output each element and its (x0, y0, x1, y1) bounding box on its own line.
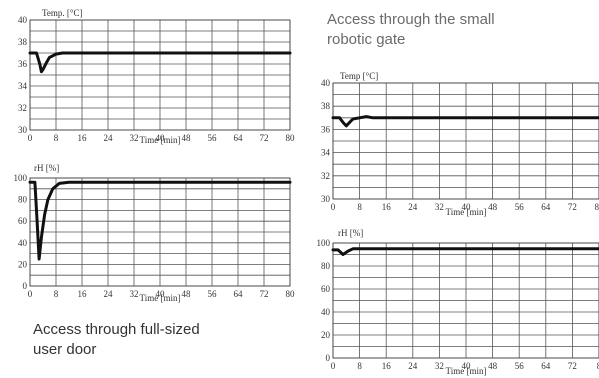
x-tick-label: 64 (234, 133, 244, 143)
y-axis-title: rH [%] (34, 163, 59, 173)
chart-rh-door: 0 20 40 60 80 100 0 8 16 24 32 40 48 56 64 72 80 rH [%] Ti… (14, 163, 296, 303)
x-tick-label: 32 (130, 133, 139, 143)
chart-temp-gate: 30 32 34 36 38 40 0 8 16 24 32 40 48 56 64 72 80 Temp [°C… (321, 71, 599, 217)
x-tick-label: 16 (78, 289, 88, 299)
x-tick-label: 80 (286, 133, 296, 143)
plot-frame (332, 242, 599, 359)
x-axis-title: Time [min] (446, 366, 487, 376)
x-tick-label: 48 (488, 361, 498, 371)
series-line-rh-gate (331, 247, 599, 256)
x-tick-label: 48 (488, 202, 498, 212)
x-tick-label: 24 (408, 202, 418, 212)
series-line-temp-door (28, 51, 292, 74)
y-tick-label: 60 (321, 284, 331, 294)
plot-frame (29, 177, 291, 287)
x-tick-label: 48 (182, 133, 192, 143)
x-tick-label: 32 (435, 202, 444, 212)
x-tick-label: 0 (331, 361, 336, 371)
x-tick-label: 8 (597, 361, 599, 371)
x-tick-label: 72 (568, 361, 577, 371)
y-tick-label: 40 (18, 238, 28, 248)
x-tick-label: 40 (156, 133, 166, 143)
y-tick-label: 80 (18, 195, 28, 205)
y-tick-label: 40 (321, 307, 331, 317)
x-tick-label: 56 (515, 202, 525, 212)
x-tick-label: 48 (182, 289, 192, 299)
caption-robotic-gate: Access through the small robotic gate (327, 11, 495, 48)
x-tick-label: 64 (541, 202, 551, 212)
x-tick-label: 24 (104, 289, 114, 299)
x-tick-label: 16 (382, 361, 392, 371)
x-tick-label: 8 (54, 289, 59, 299)
y-tick-label: 30 (18, 125, 28, 135)
y-tick-label: 38 (321, 101, 331, 111)
x-tick-label: 40 (462, 361, 472, 371)
y-tick-label: 100 (317, 238, 331, 248)
x-tick-label: 8 (54, 133, 59, 143)
x-tick-label: 24 (408, 361, 418, 371)
y-axis-title: Temp [°C] (340, 71, 378, 81)
x-axis-title: Time [min] (140, 135, 181, 145)
y-axis-title: rH [%] (338, 228, 363, 238)
y-tick-label: 32 (18, 103, 27, 113)
y-tick-label: 36 (321, 124, 331, 134)
x-tick-label: 0 (331, 202, 336, 212)
y-tick-label: 100 (14, 173, 28, 183)
y-tick-label: 80 (321, 261, 331, 271)
series-line-temp-gate (331, 115, 599, 128)
y-tick-label: 36 (18, 59, 28, 69)
plot-frame (332, 82, 599, 200)
y-tick-label: 32 (321, 171, 330, 181)
x-tick-label: 56 (208, 289, 218, 299)
x-tick-label: 72 (260, 133, 269, 143)
x-tick-label: 16 (78, 133, 88, 143)
x-tick-label: 72 (568, 202, 577, 212)
x-tick-label: 40 (156, 289, 166, 299)
y-axis-title: Temp. [°C] (42, 8, 82, 18)
y-tick-label: 0 (23, 281, 28, 291)
y-tick-label: 20 (321, 330, 331, 340)
series-line-rh-door (28, 180, 292, 261)
y-tick-label: 40 (321, 78, 331, 88)
x-tick-label: 8 (357, 361, 362, 371)
x-tick-label: 0 (28, 133, 33, 143)
x-tick-label: 56 (208, 133, 218, 143)
x-tick-label: 80 (595, 202, 599, 212)
x-tick-label: 56 (515, 361, 525, 371)
x-tick-label: 16 (382, 202, 392, 212)
chart-temp-door: 30 32 34 36 38 40 0 8 16 24 32 40 48 56 64 72 80 Temp. [°… (18, 8, 295, 145)
x-tick-label: 64 (541, 361, 551, 371)
y-tick-label: 0 (326, 353, 331, 363)
y-tick-label: 34 (18, 81, 28, 91)
x-axis-title: Time [min] (140, 293, 181, 303)
x-tick-label: 72 (260, 289, 269, 299)
x-tick-label: 32 (130, 289, 139, 299)
y-tick-label: 60 (18, 216, 28, 226)
y-tick-label: 30 (321, 194, 331, 204)
x-tick-label: 64 (234, 289, 244, 299)
x-axis-title: Time [min] (446, 207, 487, 217)
x-tick-label: 24 (104, 133, 114, 143)
plot-frame (29, 19, 291, 131)
x-tick-label: 0 (28, 289, 33, 299)
x-tick-label: 32 (435, 361, 444, 371)
y-tick-label: 40 (18, 15, 28, 25)
y-tick-label: 38 (18, 37, 28, 47)
chart-rh-gate: 0 20 40 60 80 100 0 8 16 24 32 40 48 56 64 72 8 rH [%] Tim… (317, 228, 599, 376)
x-tick-label: 80 (286, 289, 296, 299)
y-tick-label: 20 (18, 259, 28, 269)
y-tick-label: 34 (321, 148, 331, 158)
x-tick-label: 40 (462, 202, 472, 212)
x-tick-label: 8 (357, 202, 362, 212)
caption-user-door: Access through full-sized user door (33, 321, 200, 358)
